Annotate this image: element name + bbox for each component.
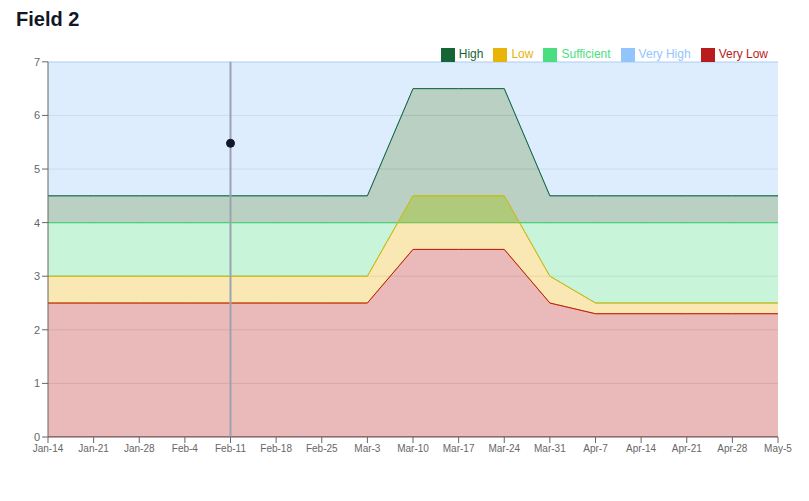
svg-text:Feb-4: Feb-4 bbox=[172, 443, 199, 454]
svg-text:Feb-11: Feb-11 bbox=[215, 443, 246, 454]
html-text:High: High bbox=[458, 47, 484, 61]
svg-text:2: 2 bbox=[34, 324, 40, 336]
svg-text:3: 3 bbox=[34, 270, 40, 282]
svg-text:5: 5 bbox=[34, 163, 40, 175]
svg-text:Apr-28: Apr-28 bbox=[717, 443, 747, 454]
svg-text:Jan-14: Jan-14 bbox=[33, 443, 64, 454]
svg-text:1: 1 bbox=[34, 377, 40, 389]
html-text:Sufficient: Sufficient bbox=[561, 47, 611, 61]
svg-text:Apr-21: Apr-21 bbox=[672, 443, 702, 454]
svg-text:4: 4 bbox=[34, 217, 40, 229]
html-text:Very Low: Very Low bbox=[718, 47, 768, 61]
svg-text:Mar-17: Mar-17 bbox=[443, 443, 475, 454]
svg-text:May-5: May-5 bbox=[764, 443, 792, 454]
html-text:Field 2: Field 2 bbox=[16, 8, 80, 30]
svg-text:Mar-10: Mar-10 bbox=[397, 443, 429, 454]
html-text:Very High: Very High bbox=[638, 47, 691, 61]
svg-text:Mar-3: Mar-3 bbox=[354, 443, 381, 454]
svg-text:7: 7 bbox=[34, 56, 40, 68]
svg-text:Feb-25: Feb-25 bbox=[306, 443, 338, 454]
svg-text:Apr-7: Apr-7 bbox=[583, 443, 608, 454]
svg-text:Jan-21: Jan-21 bbox=[78, 443, 109, 454]
svg-text:Feb-18: Feb-18 bbox=[260, 443, 292, 454]
svg-text:6: 6 bbox=[34, 109, 40, 121]
html-text:Low: Low bbox=[511, 47, 534, 61]
svg-text:Apr-14: Apr-14 bbox=[626, 443, 656, 454]
svg-text:Jan-28: Jan-28 bbox=[124, 443, 155, 454]
svg-text:0: 0 bbox=[34, 431, 40, 443]
svg-text:Mar-31: Mar-31 bbox=[534, 443, 566, 454]
svg-text:Mar-24: Mar-24 bbox=[488, 443, 520, 454]
